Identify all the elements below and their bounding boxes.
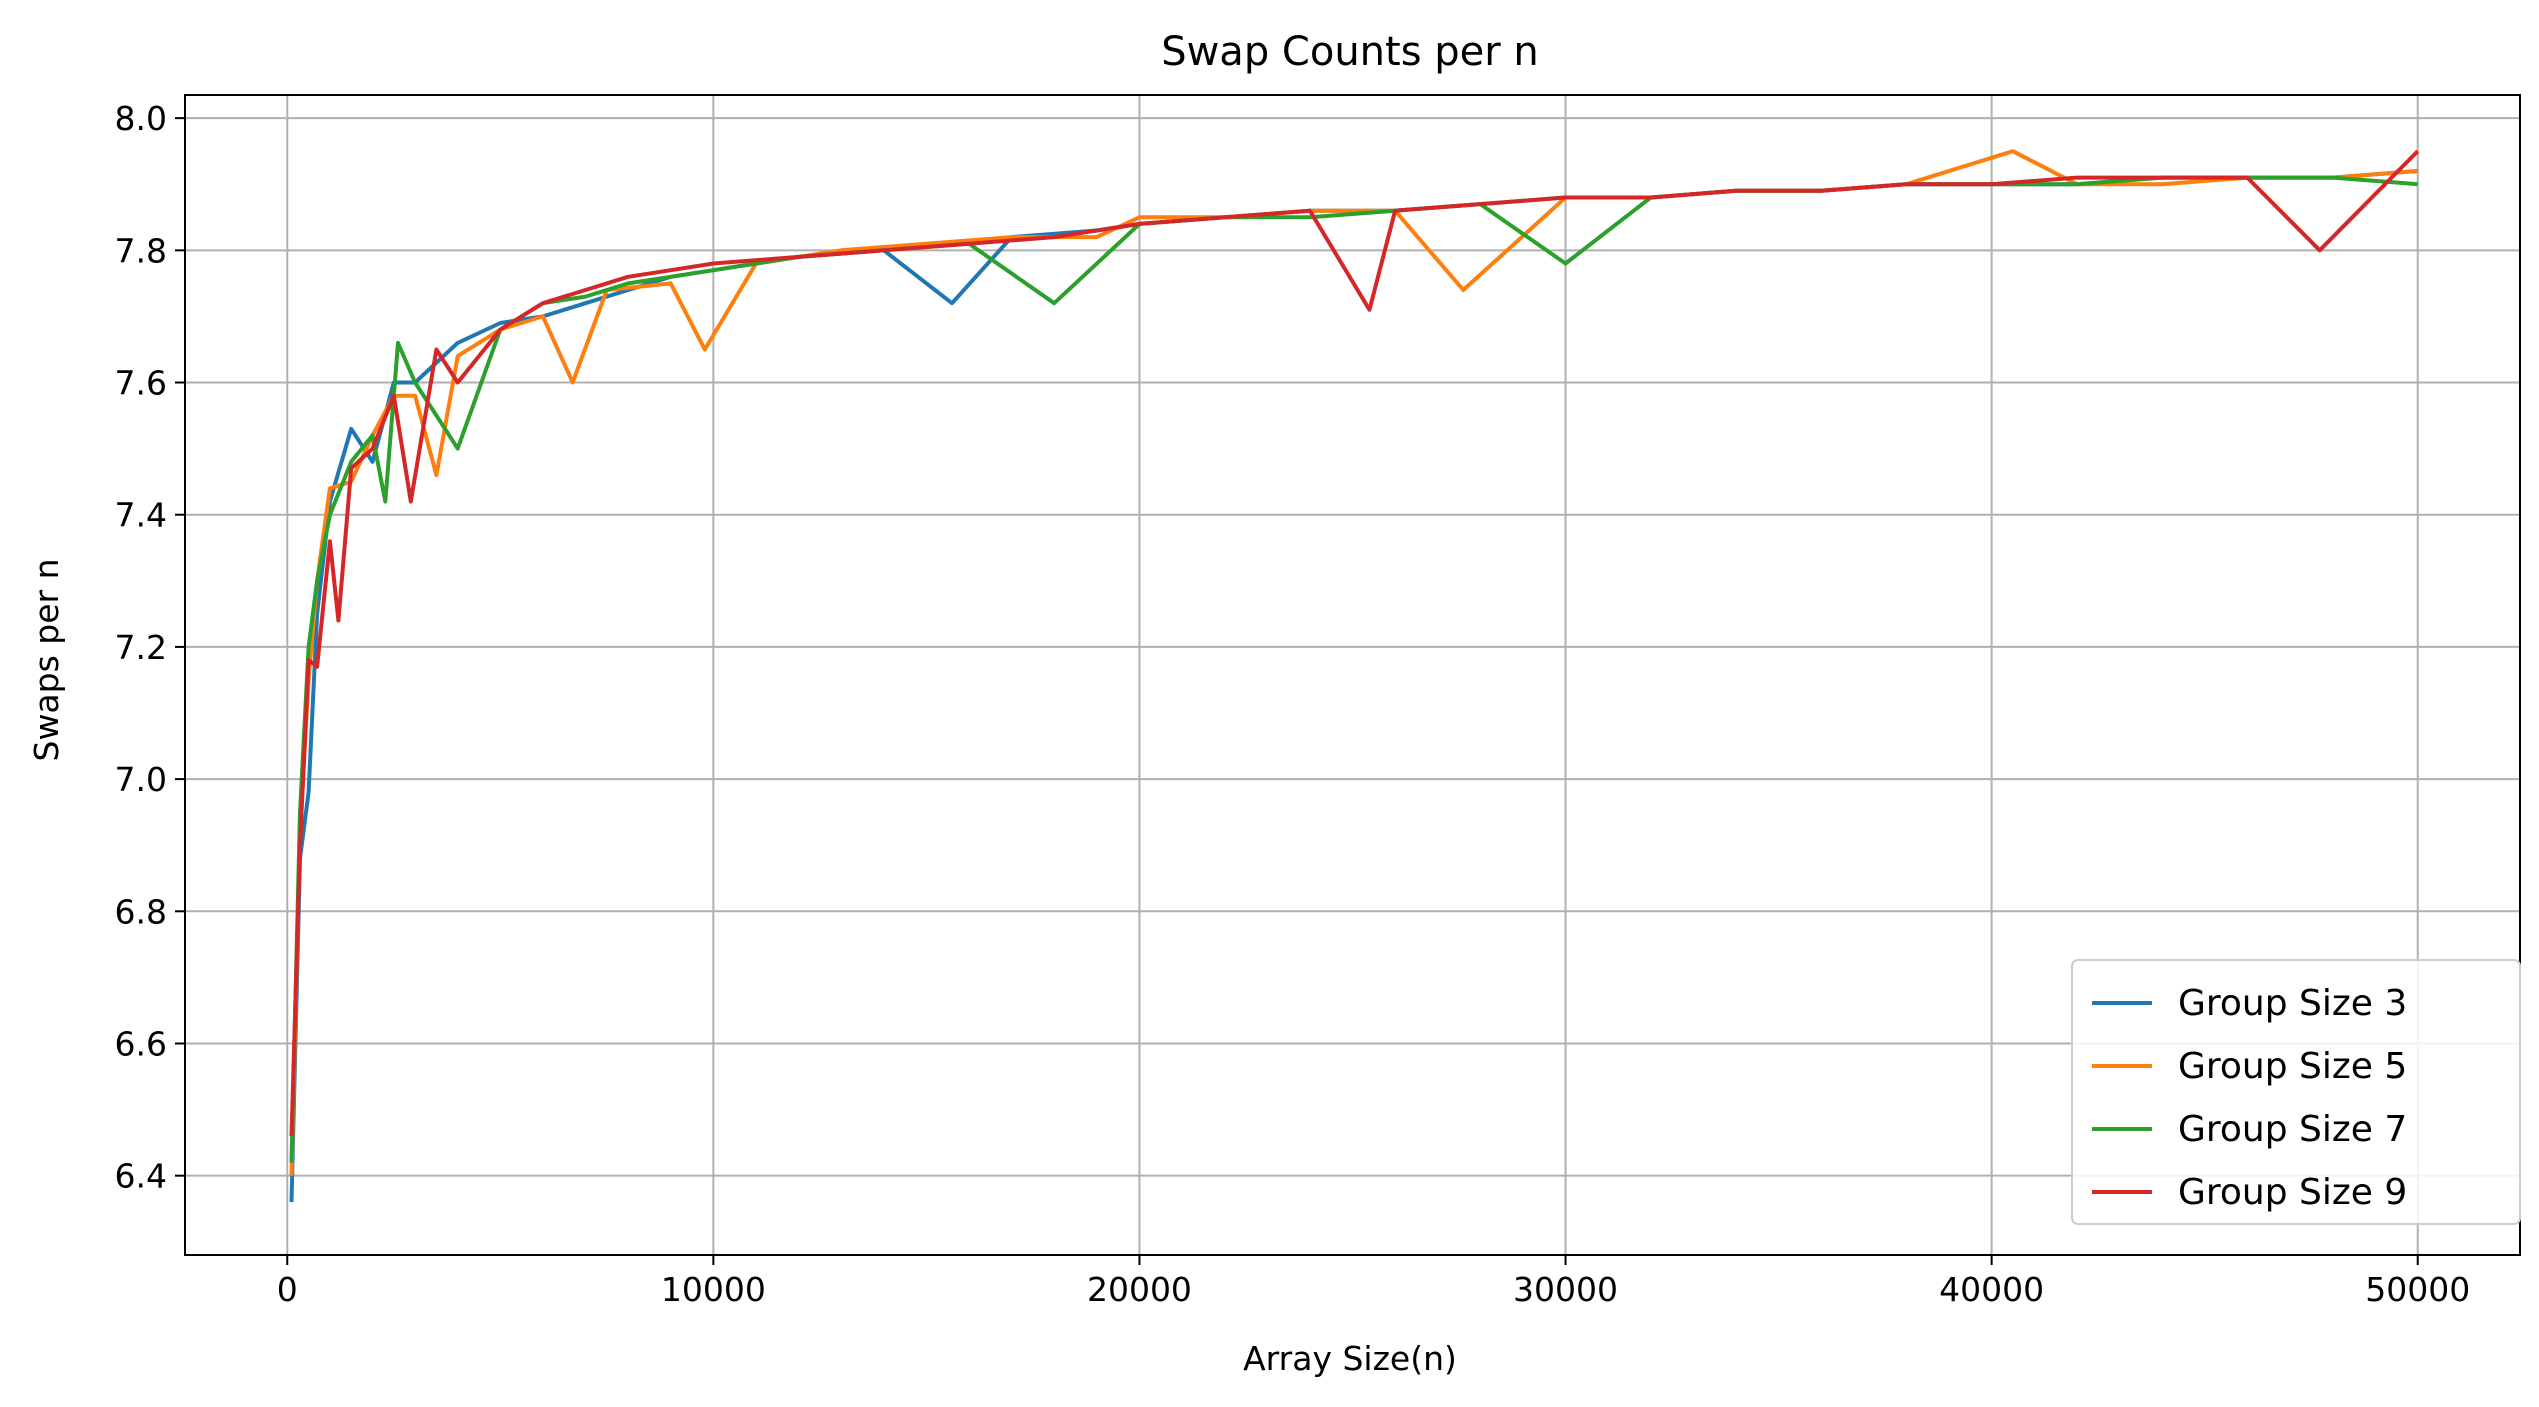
x-tick-label: 20000 <box>1087 1270 1192 1309</box>
x-tick-label: 50000 <box>2365 1270 2470 1309</box>
y-tick-label: 7.6 <box>115 364 167 403</box>
y-tick-label: 7.2 <box>115 628 167 667</box>
chart-title: Swap Counts per n <box>1161 29 1539 75</box>
y-tick-label: 6.8 <box>115 892 167 931</box>
tick-layer: 0 10000 20000 30000 40000 50000 6.4 6.6 6.8 7.0 7.… <box>115 99 2471 1309</box>
y-tick-label: 6.4 <box>115 1157 167 1196</box>
legend: Group Size 3 Group Size 5 Group Size 7 Grou… <box>2071 959 2521 1225</box>
legend-label: Group Size 5 <box>2178 1046 2407 1087</box>
legend-label: Group Size 3 <box>2178 983 2407 1024</box>
plot-frame <box>184 94 2521 1256</box>
x-tick-label: 0 <box>277 1270 298 1309</box>
x-axis-label: Array Size(n) <box>1243 1339 1457 1378</box>
x-tick-label: 30000 <box>1513 1270 1618 1309</box>
grid-layer <box>185 95 2520 1255</box>
series-line <box>289 149 2420 1137</box>
y-tick-label: 7.4 <box>115 496 167 535</box>
legend-box <box>2071 959 2521 1225</box>
legend-label: Group Size 7 <box>2178 1109 2407 1150</box>
x-tick-label: 40000 <box>1939 1270 2044 1309</box>
y-axis-label: Swaps per n <box>27 558 66 761</box>
y-tick-label: 6.6 <box>115 1024 167 1063</box>
y-tick-label: 7.8 <box>115 231 167 270</box>
y-tick-label: 8.0 <box>115 99 167 138</box>
legend-label: Group Size 9 <box>2178 1172 2407 1213</box>
x-tick-label: 10000 <box>661 1270 766 1309</box>
y-tick-label: 7.0 <box>115 760 167 799</box>
series-layer <box>289 149 2420 1203</box>
